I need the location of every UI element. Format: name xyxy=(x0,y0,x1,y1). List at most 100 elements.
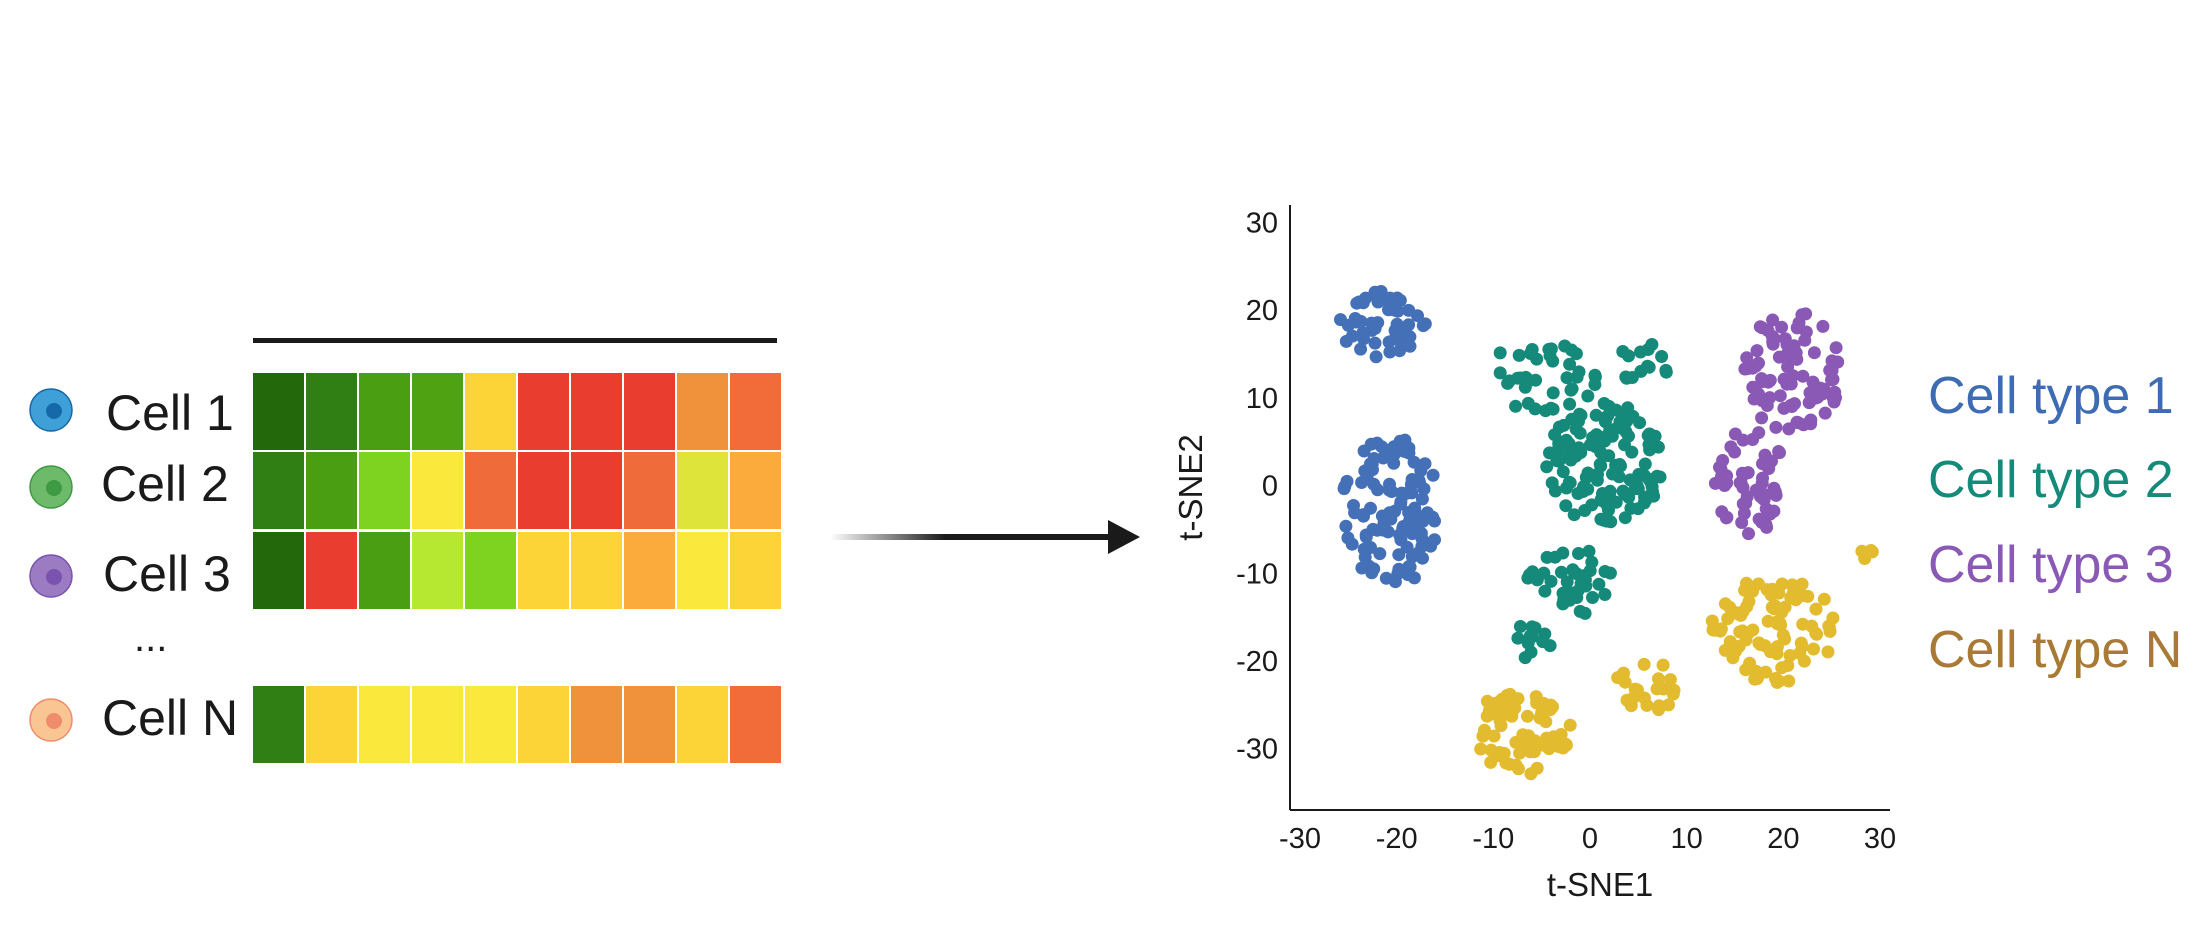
heatmap-row-3 xyxy=(253,532,781,609)
cell-nucleus xyxy=(46,569,62,585)
scatter-point xyxy=(1718,479,1732,492)
scatter-point xyxy=(1402,506,1416,519)
scatter-point xyxy=(1722,641,1736,655)
scatter-point xyxy=(1569,347,1583,361)
scatter-point xyxy=(1641,429,1655,442)
scatter-point xyxy=(1736,433,1750,447)
x-tick-label: 30 xyxy=(1864,823,1896,855)
scatter-point xyxy=(1562,437,1576,450)
scatter-point xyxy=(1541,737,1555,750)
scatter-point xyxy=(1352,295,1366,309)
scatter-point xyxy=(1392,548,1406,562)
heatmap-cell xyxy=(465,452,516,529)
scatter-point xyxy=(1781,659,1795,672)
cell-nucleus xyxy=(46,403,62,419)
scatter-point xyxy=(1413,516,1426,530)
scatter-point xyxy=(1755,476,1769,490)
heatmap-cell xyxy=(253,532,304,609)
scatter-point xyxy=(1620,693,1634,707)
heatmap-cell xyxy=(624,686,675,763)
scatter-point xyxy=(1768,599,1782,613)
scatter-point xyxy=(1416,551,1429,565)
scatter-point xyxy=(1742,527,1755,541)
series-1-points xyxy=(1334,285,1441,589)
heatmap-cell xyxy=(571,452,622,529)
cell-label-1: Cell 1 xyxy=(106,385,234,441)
scatter-point xyxy=(1827,395,1841,409)
heatmap-cell xyxy=(518,373,569,450)
scatter-point xyxy=(1737,506,1751,520)
scatter-point xyxy=(1776,628,1790,642)
heatmap-cell xyxy=(677,452,728,529)
scatter-point xyxy=(1755,411,1769,425)
scatter-point xyxy=(1563,397,1577,411)
scatter-point xyxy=(1529,690,1543,704)
scatter-point xyxy=(1368,336,1382,350)
scatter-point xyxy=(1593,457,1607,471)
scatter-point xyxy=(1474,742,1488,756)
scatter-point xyxy=(1728,445,1742,459)
scatter-point xyxy=(1512,348,1526,362)
scatter-point xyxy=(1355,476,1369,489)
scatter-point xyxy=(1357,444,1371,458)
heatmap-cell xyxy=(359,452,410,529)
series-2-points xyxy=(1493,338,1673,665)
scatter-point xyxy=(1403,330,1417,344)
scatter-point xyxy=(1560,575,1574,589)
heatmap-cell xyxy=(730,532,781,609)
scatter-point xyxy=(1356,508,1370,522)
scatter-point xyxy=(1556,465,1570,479)
scatter-point xyxy=(1796,369,1810,383)
scatter-point xyxy=(1417,482,1431,496)
scatter-point xyxy=(1384,512,1398,526)
scatter-point xyxy=(1588,378,1602,391)
scatter-point xyxy=(1582,544,1596,558)
scatter-point xyxy=(1618,438,1631,452)
heatmap-cell xyxy=(412,686,463,763)
scatter-point xyxy=(1605,429,1619,443)
scatter-point xyxy=(1523,745,1537,759)
scatter-point xyxy=(1357,332,1371,346)
scatter-point xyxy=(1817,592,1831,606)
scatter-point xyxy=(1759,665,1773,679)
heatmap-cell xyxy=(677,686,728,763)
scatter-point xyxy=(1767,332,1781,346)
x-tick-label: 20 xyxy=(1767,823,1799,855)
scatter-point xyxy=(1539,715,1553,729)
scatter-point xyxy=(1821,645,1835,659)
scatter-point xyxy=(1354,314,1368,328)
scatter-point xyxy=(1795,577,1809,591)
series-3-points xyxy=(1708,307,1845,541)
x-tick-label: -30 xyxy=(1279,823,1321,855)
scatter-point xyxy=(1609,458,1623,472)
heatmap-cell xyxy=(518,532,569,609)
scatter-point xyxy=(1753,320,1767,334)
scatter-point xyxy=(1497,746,1511,760)
scatter-point xyxy=(1576,485,1590,498)
heatmap-cell xyxy=(253,686,304,763)
scatter-point xyxy=(1785,400,1799,413)
scatter-point xyxy=(1521,571,1535,585)
scatter-point xyxy=(1502,757,1516,771)
scatter-point xyxy=(1509,735,1523,749)
heatmap-cell xyxy=(518,452,569,529)
scatter-point xyxy=(1666,687,1680,701)
scatter-point xyxy=(1537,566,1551,580)
heatmap-cell xyxy=(730,373,781,450)
scatter-point xyxy=(1546,402,1560,416)
scatter-point xyxy=(1768,485,1782,499)
cell-nucleus xyxy=(46,713,62,729)
scatter-point xyxy=(1759,502,1773,516)
scatter-point xyxy=(1589,408,1603,422)
ellipsis-label: ... xyxy=(134,616,168,660)
scatter-point xyxy=(1733,476,1747,490)
scatter-point xyxy=(1799,307,1813,321)
scatter-point xyxy=(1772,674,1786,688)
scatter-point xyxy=(1752,356,1765,370)
scatter-point xyxy=(1829,341,1843,355)
scatter-point xyxy=(1405,473,1419,486)
scatter-point xyxy=(1478,723,1491,737)
scatter-point xyxy=(1388,303,1402,317)
scatter-point xyxy=(1566,563,1580,577)
scatter-point xyxy=(1548,550,1562,564)
